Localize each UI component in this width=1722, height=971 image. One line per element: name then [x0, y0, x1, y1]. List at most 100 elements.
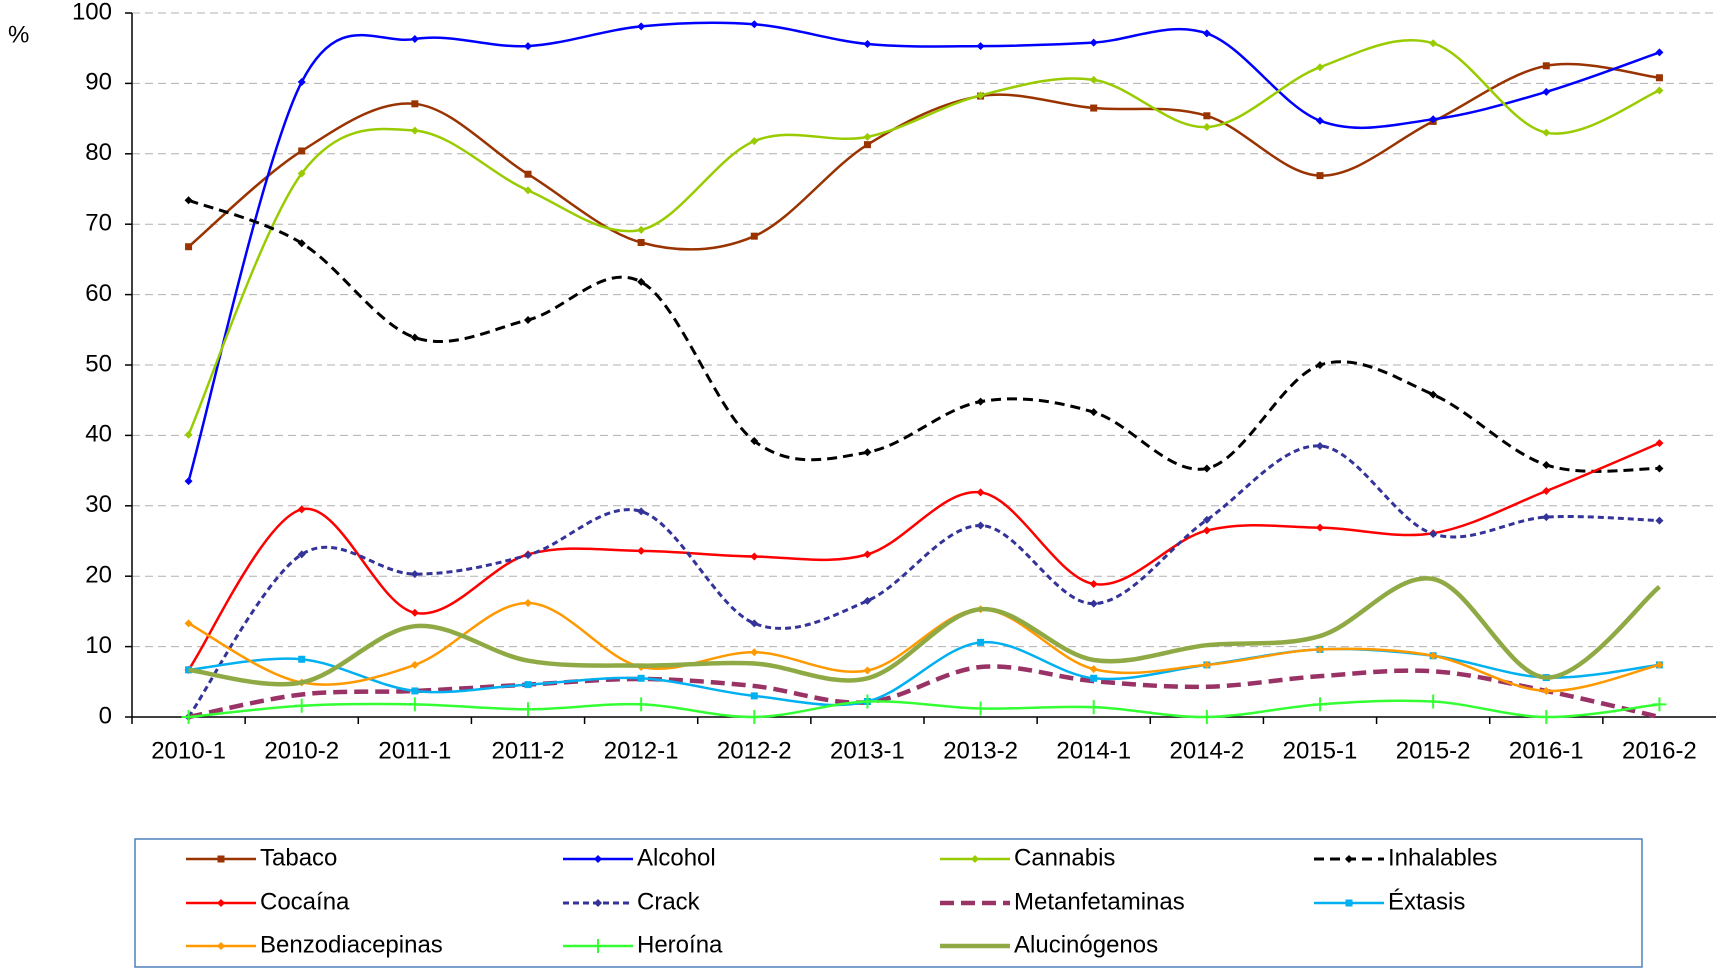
data-point [1655, 660, 1664, 669]
x-tick-label: 2012-2 [717, 737, 792, 764]
data-point [1655, 74, 1663, 82]
x-tick-label: 2010-2 [264, 737, 339, 764]
data-point [1089, 579, 1098, 588]
legend-marker [971, 855, 979, 863]
data-point [1316, 63, 1324, 72]
legend-label: Inhalables [1388, 844, 1497, 871]
x-tick-label: 2016-1 [1509, 737, 1584, 764]
data-point [1429, 390, 1438, 399]
x-tick-label: 2013-1 [830, 737, 905, 764]
data-point [410, 570, 419, 579]
data-point [1089, 38, 1098, 47]
legend-marker [217, 855, 225, 863]
y-tick-label: 40 [85, 421, 112, 448]
data-point [1542, 62, 1550, 70]
data-point [1429, 115, 1438, 124]
data-point [1316, 361, 1324, 369]
data-point [634, 697, 649, 712]
legend-label: Metanfetaminas [1014, 888, 1185, 915]
data-point [1316, 645, 1324, 654]
data-point [863, 141, 871, 149]
data-point [184, 430, 193, 439]
data-point [298, 655, 306, 663]
x-tick-label: 2011-2 [492, 737, 565, 764]
series-line [187, 441, 1660, 671]
data-point [1313, 697, 1327, 712]
data-point [1089, 665, 1098, 674]
series-line [187, 62, 1660, 251]
y-tick-label: 70 [85, 210, 112, 237]
legend-marker [1345, 855, 1353, 863]
data-point [637, 674, 645, 682]
data-point [976, 521, 985, 530]
data-point [1316, 523, 1324, 532]
y-tick-label: 90 [85, 69, 112, 96]
data-point [181, 710, 196, 724]
x-tick-label: 2012-1 [604, 737, 679, 764]
data-point [750, 692, 758, 700]
legend-label: Heroína [637, 931, 723, 958]
data-point [184, 477, 193, 486]
data-point [524, 598, 532, 607]
data-point [524, 170, 532, 178]
data-point [1203, 112, 1211, 120]
x-tick-label: 2010-1 [151, 737, 226, 764]
legend-marker [217, 899, 225, 907]
legend-marker [594, 899, 602, 907]
y-tick-label: 30 [85, 491, 112, 518]
data-point [524, 551, 532, 560]
data-point [1090, 104, 1098, 112]
data-point [750, 648, 759, 657]
series-line [187, 39, 1660, 436]
data-point [524, 681, 532, 689]
y-axis-label: % [8, 21, 29, 48]
series-line [188, 198, 1660, 473]
data-point [1655, 86, 1664, 95]
data-point [750, 437, 759, 446]
data-point [1542, 128, 1551, 137]
legend-marker [217, 942, 225, 950]
data-point [1655, 439, 1664, 448]
data-point [1316, 172, 1324, 180]
legend-marker [1345, 899, 1353, 907]
series-line [187, 444, 1660, 718]
data-point [298, 147, 306, 155]
data-point [1429, 529, 1438, 538]
data-point [1202, 515, 1211, 524]
data-point [1542, 513, 1551, 522]
data-point [637, 239, 645, 247]
series-line [187, 601, 1660, 693]
data-point [1655, 516, 1664, 525]
data-point [1652, 697, 1667, 712]
data-point [863, 39, 872, 48]
data-point [297, 505, 306, 514]
y-tick-label: 10 [85, 632, 112, 659]
data-point [297, 239, 306, 248]
data-point [750, 552, 759, 561]
data-point [294, 698, 309, 713]
data-point [1202, 123, 1211, 132]
series-line [188, 699, 1660, 719]
data-point [410, 126, 419, 135]
x-tick-label: 2015-1 [1283, 737, 1358, 764]
x-tick-label: 2011-1 [378, 737, 451, 764]
data-point [410, 333, 419, 342]
data-point [1089, 75, 1098, 84]
data-point [297, 169, 306, 178]
data-point [863, 596, 872, 605]
data-point [1202, 526, 1211, 535]
y-tick-label: 0 [99, 702, 112, 729]
data-point [973, 701, 988, 716]
data-point [524, 42, 532, 51]
y-tick-label: 60 [85, 280, 112, 307]
legend-label: Alucinógenos [1014, 931, 1158, 958]
data-point [410, 660, 419, 669]
data-point [637, 277, 646, 286]
x-tick-label: 2014-2 [1169, 737, 1244, 764]
data-point [1202, 464, 1211, 473]
data-point [750, 20, 759, 29]
data-point [1542, 460, 1551, 469]
data-point [1199, 710, 1214, 724]
y-tick-label: 50 [85, 350, 112, 377]
